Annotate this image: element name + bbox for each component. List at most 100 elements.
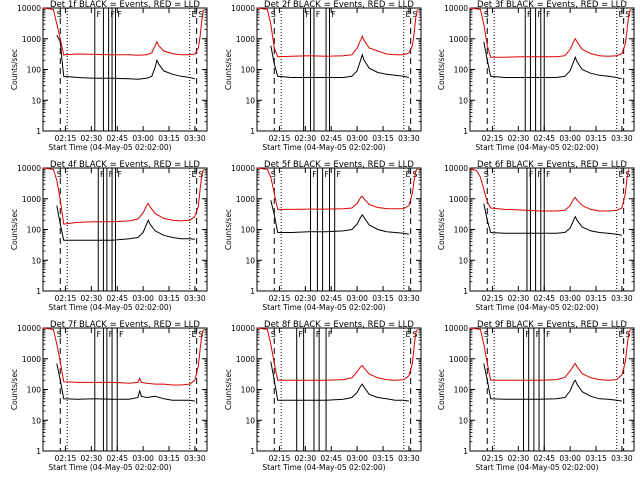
y-tick-label: 10000 (17, 164, 41, 173)
x-tick-label: 03:00 (346, 454, 368, 463)
marker-letter: F (546, 330, 551, 339)
marker-letter: F (117, 10, 122, 19)
y-tick-label: 1000 (449, 195, 468, 204)
series-line-lld (42, 7, 204, 56)
x-tick-label: 03:00 (132, 454, 154, 463)
marker-letter: S (412, 330, 417, 339)
y-tick-label: 10 (245, 256, 255, 265)
x-tick-label: 02:45 (320, 294, 342, 303)
x-axis-label: Start Time (04-May-05 02:02:00) (475, 303, 598, 312)
marker-letter: S (198, 170, 203, 179)
y-tick-label: 10000 (231, 4, 255, 13)
y-tick-label: 10 (31, 96, 41, 105)
x-tick-label: 03:30 (611, 134, 633, 143)
marker-letter: F (97, 330, 102, 339)
series-line-lld (256, 7, 418, 58)
marker-letter: F (316, 10, 321, 19)
y-tick-label: 100 (241, 386, 256, 395)
series-line-events (483, 41, 623, 80)
panel-det-7f: Det 7f BLACK = Events, RED = LLD 1 10 100 10… (10, 320, 208, 472)
x-tick-label: 02:15 (482, 134, 504, 143)
marker-letter: S (271, 170, 276, 179)
x-tick-label: 02:45 (533, 454, 555, 463)
y-tick-label: 100 (454, 386, 469, 395)
y-tick-label: 10000 (231, 324, 255, 333)
marker-letter: E (618, 330, 623, 339)
marker-letter: F (298, 330, 303, 339)
y-tick-label: 10 (458, 416, 468, 425)
y-tick-label: 1 (463, 447, 468, 456)
x-tick-label: 02:30 (295, 454, 317, 463)
marker-letter: F (525, 330, 530, 339)
marker-letter: S (198, 330, 203, 339)
marker-letter: S (271, 330, 276, 339)
x-tick-label: 02:15 (55, 134, 77, 143)
x-tick-label: 03:15 (158, 454, 180, 463)
marker-letter: F (546, 170, 551, 179)
series-line-events (270, 200, 409, 235)
y-tick-label: 1 (36, 447, 41, 456)
marker-letter: E (191, 170, 196, 179)
marker-letter: F (117, 170, 122, 179)
x-tick-label: 03:15 (372, 454, 394, 463)
x-tick-label: 02:30 (508, 454, 530, 463)
panel-title: Det 1f BLACK = Events, RED = LLD (50, 0, 200, 10)
x-axis-label: Start Time (04-May-05 02:02:00) (48, 143, 171, 152)
marker-letter: F (336, 170, 341, 179)
x-tick-label: 03:00 (559, 294, 581, 303)
marker-letter: E (618, 170, 623, 179)
y-tick-label: 1000 (22, 195, 41, 204)
x-tick-label: 03:15 (372, 294, 394, 303)
x-tick-label: 02:30 (508, 134, 530, 143)
y-axis-label: Counts/sec (224, 209, 233, 250)
y-axis-label: Counts/sec (224, 49, 233, 90)
x-axis-label: Start Time (04-May-05 02:02:00) (48, 303, 171, 312)
y-tick-label: 10000 (444, 164, 468, 173)
x-tick-label: 02:30 (81, 134, 103, 143)
y-axis-label: Counts/sec (10, 369, 19, 410)
marker-letter: F (312, 170, 317, 179)
panel-title: Det 8f BLACK = Events, RED = LLD (264, 320, 414, 330)
marker-letter: F (328, 330, 333, 339)
y-tick-label: 10000 (17, 4, 41, 13)
panel-det-3f: Det 3f BLACK = Events, RED = LLD 1 10 100 10… (437, 0, 635, 152)
x-tick-label: 02:30 (81, 454, 103, 463)
panel-title: Det 5f BLACK = Events, RED = LLD (264, 160, 414, 170)
marker-letter: F (97, 10, 102, 19)
y-tick-label: 1000 (449, 355, 468, 364)
series-line-events (56, 363, 195, 402)
x-tick-label: 03:30 (611, 454, 633, 463)
x-tick-label: 03:15 (585, 134, 607, 143)
x-tick-label: 02:45 (533, 134, 555, 143)
series-line-lld (256, 327, 418, 381)
marker-letter: S (57, 330, 62, 339)
y-axis-label: Counts/sec (10, 49, 19, 90)
x-tick-label: 02:15 (55, 454, 77, 463)
panel-det-1f: Det 1f BLACK = Events, RED = LLD 1 10 100 10… (10, 0, 208, 152)
marker-letter: S (625, 10, 630, 19)
y-tick-label: 100 (454, 226, 469, 235)
y-tick-label: 1000 (236, 35, 255, 44)
series-line-lld (42, 167, 204, 225)
y-tick-label: 10000 (444, 324, 468, 333)
marker-letter: E (618, 10, 623, 19)
x-tick-label: 03:00 (346, 294, 368, 303)
x-tick-label: 02:45 (533, 294, 555, 303)
marker-letter: S (271, 10, 276, 19)
x-tick-label: 02:15 (269, 294, 291, 303)
x-tick-label: 02:45 (106, 134, 128, 143)
series-line-events (483, 203, 622, 236)
y-axis-label: Counts/sec (10, 209, 19, 250)
x-tick-label: 03:15 (158, 294, 180, 303)
panel-title: Det 3f BLACK = Events, RED = LLD (477, 0, 627, 10)
marker-letter: E (405, 10, 410, 19)
y-axis-label: Counts/sec (437, 369, 446, 410)
x-axis-label: Start Time (04-May-05 02:02:00) (262, 143, 385, 152)
marker-letter: S (57, 10, 62, 19)
marker-letter: S (625, 330, 630, 339)
panel-det-6f: Det 6f BLACK = Events, RED = LLD 1 10 100 10… (437, 160, 635, 312)
y-tick-label: 1000 (22, 355, 41, 364)
series-line-lld (256, 167, 418, 210)
y-axis-label: Counts/sec (437, 49, 446, 90)
